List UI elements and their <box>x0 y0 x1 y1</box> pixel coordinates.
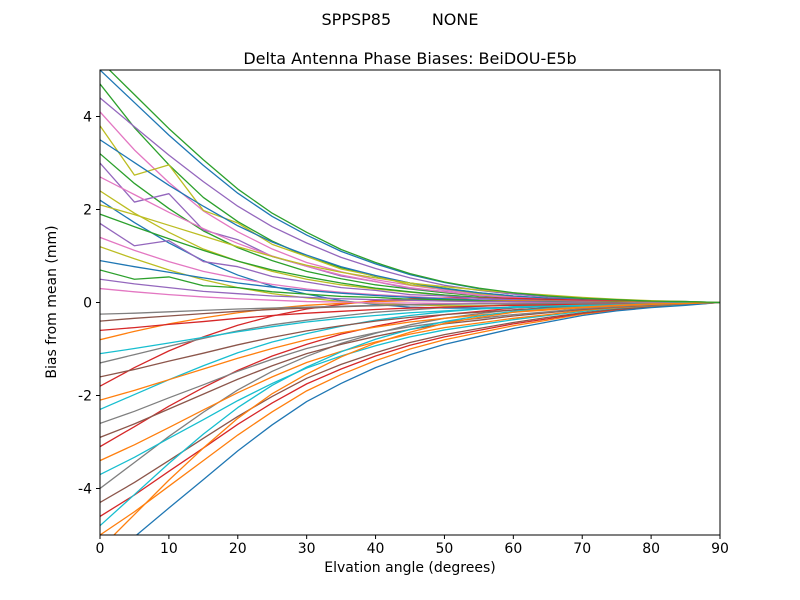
series-line <box>100 301 720 315</box>
chart-title: Delta Antenna Phase Biases: BeiDOU-E5b <box>243 49 577 68</box>
figure-suptitle: SPPSP85 NONE <box>321 10 479 29</box>
series-line <box>100 83 720 304</box>
x-tick-label: 90 <box>711 541 729 557</box>
y-tick-label: 0 <box>83 296 92 312</box>
x-tick-label: 70 <box>573 541 591 557</box>
y-tick-label: 4 <box>83 110 92 126</box>
y-tick-label: -2 <box>78 389 92 405</box>
series-line <box>100 301 720 527</box>
y-tick-label: 2 <box>83 203 92 219</box>
x-tick-label: 0 <box>96 541 105 557</box>
x-axis-label: Elvation angle (degrees) <box>324 560 496 576</box>
series-line <box>113 301 720 535</box>
series-line <box>108 70 720 304</box>
x-tick-label: 20 <box>229 541 247 557</box>
series-line <box>100 301 720 504</box>
x-tick-label: 60 <box>504 541 522 557</box>
x-tick-label: 10 <box>160 541 178 557</box>
series-line <box>100 153 720 304</box>
series-line <box>135 301 720 535</box>
series-lines <box>100 70 720 535</box>
x-tick-label: 40 <box>367 541 385 557</box>
x-tick-label: 30 <box>298 541 316 557</box>
series-line <box>100 301 720 425</box>
x-tick-label: 80 <box>642 541 660 557</box>
series-line <box>100 301 720 490</box>
x-tick-label: 50 <box>436 541 454 557</box>
series-line <box>100 70 720 304</box>
y-tick-label: -4 <box>78 482 92 498</box>
